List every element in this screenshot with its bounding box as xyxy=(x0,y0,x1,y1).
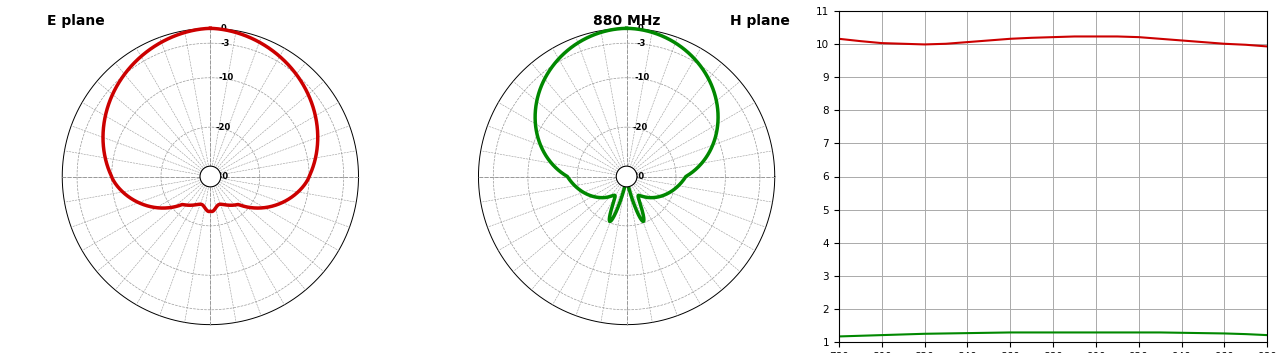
Text: -10: -10 xyxy=(219,73,234,82)
Text: 0: 0 xyxy=(221,24,227,33)
Text: 880 MHz: 880 MHz xyxy=(593,13,660,28)
Text: E plane: E plane xyxy=(47,13,105,28)
Text: -30: -30 xyxy=(630,172,645,181)
Text: -30: -30 xyxy=(214,172,228,181)
Text: -20: -20 xyxy=(216,123,232,132)
Text: -3: -3 xyxy=(636,39,646,48)
Circle shape xyxy=(200,166,220,187)
Text: -20: -20 xyxy=(632,123,648,132)
Text: 0: 0 xyxy=(637,24,643,33)
Circle shape xyxy=(616,166,637,187)
Text: -3: -3 xyxy=(220,39,229,48)
Text: -10: -10 xyxy=(635,73,650,82)
Text: H plane: H plane xyxy=(730,13,790,28)
